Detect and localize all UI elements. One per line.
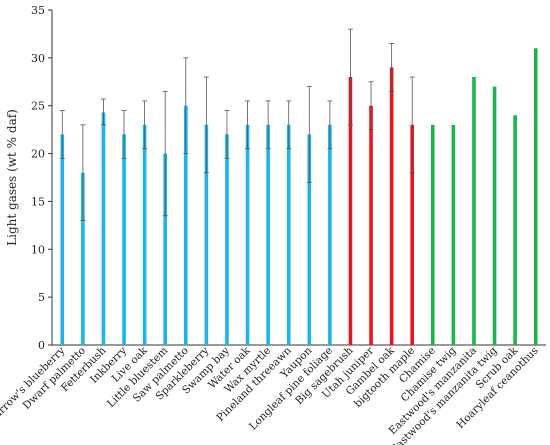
- bar: [81, 172, 85, 345]
- y-tick-label: 25: [31, 100, 45, 113]
- bar: [307, 134, 312, 345]
- bar: [430, 124, 435, 345]
- y-tick-label: 15: [31, 195, 45, 208]
- bar: [266, 124, 270, 345]
- y-tick-label: 0: [38, 339, 45, 352]
- bar: [451, 124, 456, 345]
- y-tick-label: 20: [31, 148, 45, 161]
- bars-group: [60, 48, 538, 346]
- bar: [286, 124, 291, 345]
- bar: [183, 105, 188, 345]
- bar: [389, 67, 394, 345]
- bar: [163, 153, 168, 345]
- bar: [492, 86, 497, 346]
- bar: [225, 134, 229, 345]
- bar: [122, 134, 126, 345]
- y-tick-label: 5: [38, 291, 45, 304]
- bar: [472, 77, 476, 345]
- error-bars-group: [59, 28, 415, 221]
- y-axis: 0 5 10 15 20 25 30 35: [31, 4, 53, 352]
- bar: [101, 112, 106, 346]
- y-axis-title: Light gases (wt % daf): [5, 109, 19, 246]
- bar: [533, 48, 538, 346]
- bar: [410, 124, 415, 345]
- y-tick-label: 10: [31, 243, 45, 256]
- category-label: Darrow's blueberry: [0, 345, 67, 427]
- y-tick-label: 30: [31, 52, 45, 65]
- bar: [369, 105, 373, 345]
- bar: [142, 124, 147, 345]
- y-tick-label: 35: [31, 4, 45, 17]
- bar: [60, 134, 65, 345]
- bar: [513, 115, 517, 346]
- bar: [328, 124, 332, 345]
- bar: [204, 124, 209, 345]
- bar: [348, 77, 353, 345]
- bar: [245, 124, 250, 345]
